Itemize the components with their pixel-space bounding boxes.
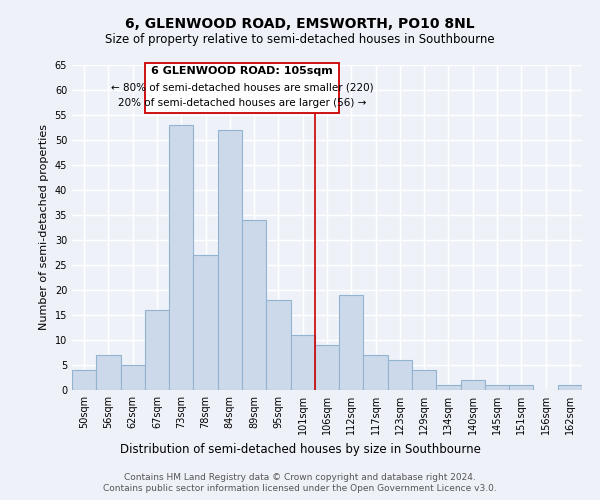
Bar <box>315 345 339 390</box>
Text: ← 80% of semi-detached houses are smaller (220): ← 80% of semi-detached houses are smalle… <box>110 82 373 92</box>
Bar <box>412 370 436 390</box>
Text: Contains HM Land Registry data © Crown copyright and database right 2024.: Contains HM Land Registry data © Crown c… <box>124 472 476 482</box>
Bar <box>145 310 169 390</box>
Y-axis label: Number of semi-detached properties: Number of semi-detached properties <box>39 124 49 330</box>
Text: Contains public sector information licensed under the Open Government Licence v3: Contains public sector information licen… <box>103 484 497 493</box>
Text: 6 GLENWOOD ROAD: 105sqm: 6 GLENWOOD ROAD: 105sqm <box>151 66 333 76</box>
Bar <box>485 385 509 390</box>
Bar <box>96 355 121 390</box>
Bar <box>290 335 315 390</box>
Text: Size of property relative to semi-detached houses in Southbourne: Size of property relative to semi-detach… <box>105 32 495 46</box>
Bar <box>461 380 485 390</box>
Bar <box>388 360 412 390</box>
Bar <box>218 130 242 390</box>
Bar <box>558 385 582 390</box>
Text: Distribution of semi-detached houses by size in Southbourne: Distribution of semi-detached houses by … <box>119 442 481 456</box>
Bar <box>121 365 145 390</box>
Bar <box>509 385 533 390</box>
Bar <box>193 255 218 390</box>
Bar <box>436 385 461 390</box>
Bar <box>339 295 364 390</box>
Bar <box>364 355 388 390</box>
Bar <box>169 125 193 390</box>
Text: 6, GLENWOOD ROAD, EMSWORTH, PO10 8NL: 6, GLENWOOD ROAD, EMSWORTH, PO10 8NL <box>125 18 475 32</box>
FancyBboxPatch shape <box>145 62 339 112</box>
Bar <box>242 220 266 390</box>
Bar <box>266 300 290 390</box>
Bar <box>72 370 96 390</box>
Text: 20% of semi-detached houses are larger (56) →: 20% of semi-detached houses are larger (… <box>118 98 366 108</box>
